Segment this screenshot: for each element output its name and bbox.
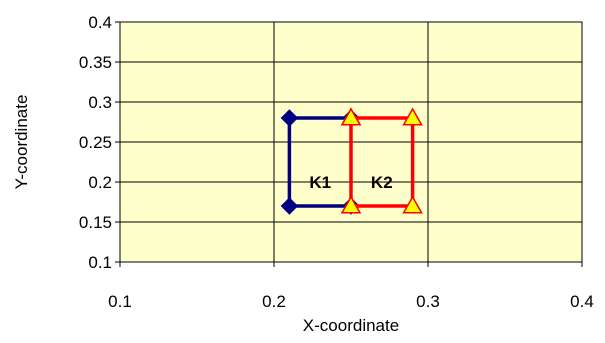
x-tick-label: 0.1 [108, 292, 132, 311]
y-tick-label: 0.3 [88, 93, 112, 112]
series-1-line [287, 116, 351, 208]
y-tick-label: 0.15 [79, 213, 112, 232]
x-tick-label: 0.3 [416, 292, 440, 311]
y-tick-label: 0.4 [88, 13, 112, 32]
series-2-point [402, 107, 423, 126]
gridlines [120, 22, 582, 262]
x-tick-label: 0.2 [262, 292, 286, 311]
x-tick-label: 0.4 [570, 292, 594, 311]
y-axis-title: Y-coordinate [12, 95, 31, 190]
box-label-k2: K2 [371, 173, 393, 192]
annotation-layer: K1 K2 [309, 173, 392, 192]
y-axis-ticks: 0.1 0.15 0.2 0.25 0.3 0.35 0.4 [79, 13, 120, 272]
x-axis-ticks: 0.1 0.2 0.3 0.4 [108, 262, 594, 311]
box-label-k1: K1 [309, 173, 331, 192]
series-1-point [280, 109, 299, 127]
series-2-point [340, 107, 362, 126]
y-tick-label: 0.2 [88, 173, 112, 192]
y-tick-label: 0.25 [79, 133, 112, 152]
series-layer [280, 107, 423, 215]
series-1-point [280, 197, 299, 215]
x-axis-title: X-coordinate [303, 316, 399, 335]
series-2-point [340, 195, 362, 214]
y-tick-label: 0.35 [79, 53, 112, 72]
series-2-point [402, 195, 423, 214]
y-tick-label: 0.1 [88, 253, 112, 272]
